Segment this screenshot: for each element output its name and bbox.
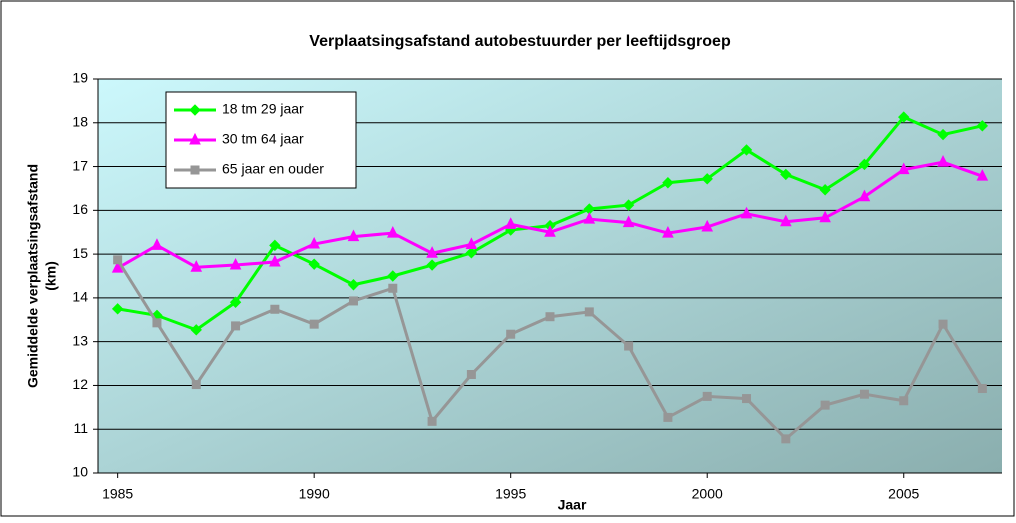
point	[427, 416, 437, 426]
point	[662, 225, 674, 238]
point	[584, 307, 594, 317]
point	[976, 169, 989, 181]
point	[111, 303, 124, 315]
point	[544, 225, 556, 237]
point	[624, 341, 634, 351]
y-axis-label: Gemiddelde verplaatsingsafstand	[25, 164, 41, 388]
y-tick-label: 10	[72, 464, 88, 480]
point	[859, 389, 869, 399]
point	[701, 219, 714, 232]
point	[977, 384, 987, 394]
point	[504, 217, 517, 229]
point	[858, 158, 871, 171]
point	[663, 412, 673, 422]
x-axis-label: Jaar	[558, 497, 587, 513]
point	[426, 246, 438, 258]
point	[466, 370, 476, 379]
point	[742, 394, 752, 404]
point	[269, 239, 281, 252]
point	[781, 434, 791, 444]
point	[506, 329, 516, 339]
point	[231, 321, 241, 331]
point	[190, 324, 202, 336]
point	[190, 165, 200, 175]
x-tick-label: 2005	[888, 486, 919, 502]
legend-label: 18 tm 29 jaar	[222, 101, 304, 117]
legend-label: 30 tm 64 jaar	[222, 131, 304, 147]
point	[662, 177, 674, 189]
y-tick-label: 17	[72, 157, 88, 173]
point	[622, 199, 635, 211]
point	[308, 258, 320, 270]
legend-label: 65 jaar en ouder	[222, 161, 324, 177]
point	[229, 257, 242, 270]
y-tick-label: 12	[72, 376, 88, 392]
chart-title: Verplaatsingsafstand autobestuurder per …	[309, 33, 731, 50]
y-axis-label: (km)	[43, 261, 59, 291]
x-tick-label: 2000	[692, 486, 723, 502]
point	[152, 318, 162, 328]
point	[583, 211, 596, 224]
point	[899, 396, 909, 406]
point	[308, 236, 320, 249]
x-tick-label: 1995	[495, 486, 526, 502]
point	[622, 215, 635, 228]
y-tick-label: 11	[73, 420, 88, 436]
point	[740, 144, 753, 156]
point	[111, 261, 124, 273]
point	[190, 260, 203, 272]
y-tick-label: 19	[72, 70, 88, 86]
point	[819, 210, 831, 223]
point	[348, 296, 358, 306]
point	[269, 254, 281, 267]
point	[347, 279, 360, 291]
point	[740, 206, 753, 219]
point	[189, 104, 201, 116]
point	[113, 255, 123, 265]
point	[976, 120, 989, 132]
point	[189, 132, 201, 145]
point	[309, 319, 319, 329]
point	[780, 168, 792, 181]
y-tick-label: 14	[72, 289, 88, 305]
point	[465, 247, 478, 259]
point	[426, 259, 438, 271]
point	[938, 319, 948, 329]
y-tick-label: 16	[72, 201, 88, 217]
point	[388, 283, 398, 293]
point	[465, 237, 478, 249]
x-tick-label: 1985	[102, 486, 133, 502]
point	[545, 312, 555, 322]
y-tick-label: 15	[72, 245, 88, 261]
point	[151, 238, 163, 250]
x-tick-label: 1990	[299, 486, 330, 502]
point	[819, 184, 831, 196]
point	[347, 229, 360, 242]
point	[937, 128, 949, 141]
point	[897, 162, 910, 175]
y-tick-label: 13	[72, 332, 88, 348]
point	[701, 173, 713, 185]
point	[937, 155, 949, 167]
point	[820, 400, 830, 410]
point	[780, 214, 792, 227]
point	[386, 225, 399, 238]
point	[229, 296, 242, 308]
point	[702, 391, 712, 401]
point	[387, 270, 399, 282]
point	[270, 304, 280, 314]
point	[858, 189, 871, 202]
y-tick-label: 18	[72, 113, 88, 129]
point	[191, 380, 201, 390]
point	[898, 111, 910, 123]
